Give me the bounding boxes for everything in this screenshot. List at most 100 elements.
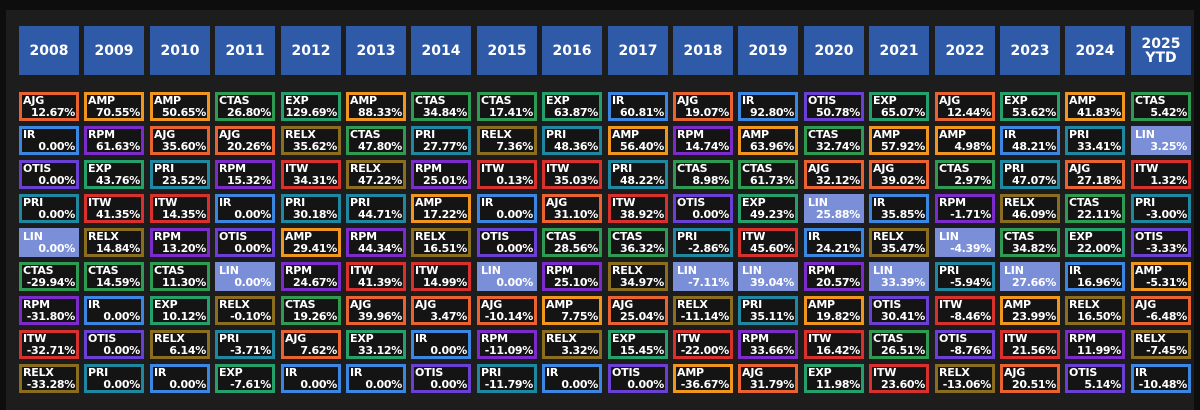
return-value: 30.18% [292,208,337,221]
ticker-label: PRI [1069,128,1090,141]
return-cell: PRI 33.41% [1065,126,1125,155]
return-cell: ITW 23.60% [869,364,929,393]
return-value: -0.10% [230,310,271,323]
return-cell: LIN 39.04% [738,262,798,291]
return-cell: CTAS 26.51% [869,330,929,359]
ticker-label: AJG [415,298,437,311]
return-value: -11.14% [680,310,730,323]
return-value: 0.00% [627,378,664,391]
return-value: 0.00% [234,276,271,289]
ticker-label: AJG [154,128,176,141]
return-value: -6.48% [1146,310,1187,323]
ticker-label: AMP [415,196,442,209]
ticker-label: EXP [612,332,636,345]
return-value: 63.96% [749,140,794,153]
return-value: 19.26% [292,310,337,323]
return-value: 27.66% [1011,276,1056,289]
ticker-label: RPM [350,230,377,243]
return-value: 2.97% [954,174,991,187]
ticker-label: AMP [1004,298,1031,311]
return-value: 15.45% [619,344,664,357]
ticker-label: RPM [546,264,573,277]
return-cell: IR 0.00% [281,364,341,393]
return-cell: CTAS 34.82% [1000,228,1060,257]
return-cell: AJG 12.44% [935,92,995,121]
year-header: 2022 [935,26,995,75]
return-value: 35.47% [880,242,925,255]
ticker-label: RPM [1069,332,1096,345]
ticker-label: OTIS [873,298,902,311]
return-value: 47.80% [357,140,402,153]
return-value: 35.62% [292,140,337,153]
ticker-label: PRI [481,366,502,379]
return-value: 20.57% [815,276,860,289]
return-cell: AJG 35.60% [150,126,210,155]
ticker-label: CTAS [23,264,54,277]
return-value: 35.60% [161,140,206,153]
return-value: 19.82% [815,310,860,323]
return-cell: OTIS 0.00% [608,364,668,393]
year-header: 2018 [673,26,733,75]
return-value: 31.10% [553,208,598,221]
ticker-label: CTAS [546,230,577,243]
return-cell: RPM -11.09% [477,330,537,359]
return-value: 0.00% [430,378,467,391]
return-value: 49.23% [749,208,794,221]
return-value: 27.77% [422,140,467,153]
ticker-label: RELX [415,230,446,243]
ticker-label: AMP [677,366,704,379]
ticker-label: OTIS [1135,230,1164,243]
return-cell: RPM 14.74% [673,126,733,155]
return-cell: AJG 31.10% [542,194,602,223]
return-cell: AJG 20.26% [215,126,275,155]
ticker-label: ITW [285,162,309,175]
return-cell: RELX 47.22% [346,160,406,189]
return-value: 39.04% [749,276,794,289]
return-cell: LIN 33.39% [869,262,929,291]
ticker-label: ITW [939,298,963,311]
return-cell: OTIS 30.41% [869,296,929,325]
return-value: 34.84% [422,106,467,119]
ticker-label: EXP [350,332,374,345]
ticker-label: LIN [1004,264,1024,277]
return-cell: LIN -7.11% [673,262,733,291]
return-value: 26.51% [880,344,925,357]
return-value: 57.92% [880,140,925,153]
ticker-label: AJG [481,298,503,311]
ticker-label: PRI [219,332,240,345]
ticker-label: IR [481,196,494,209]
return-value: 22.00% [1076,242,1121,255]
return-value: 43.76% [95,174,140,187]
return-value: 0.00% [692,208,729,221]
return-cell: CTAS 36.32% [608,228,668,257]
ticker-label: RPM [742,332,769,345]
return-value: 3.32% [561,344,598,357]
return-value: 5.14% [1084,378,1121,391]
return-cell: OTIS 0.00% [84,330,144,359]
ticker-label: PRI [612,162,633,175]
ticker-label: AJG [939,94,961,107]
return-cell: ITW 16.42% [804,330,864,359]
return-cell: ITW 21.56% [1000,330,1060,359]
return-value: 60.81% [619,106,664,119]
ticker-label: RPM [808,264,835,277]
ticker-label: IR [1069,264,1082,277]
return-cell: AMP 23.99% [1000,296,1060,325]
ticker-label: PRI [546,128,567,141]
return-cell: LIN 27.66% [1000,262,1060,291]
ticker-label: LIN [873,264,893,277]
return-cell: AMP 50.65% [150,92,210,121]
return-cell: IR 24.21% [804,228,864,257]
year-header: 2025 YTD [1131,26,1191,75]
return-cell: AJG 27.18% [1065,160,1125,189]
return-cell: OTIS -8.76% [935,330,995,359]
return-cell: RELX -11.14% [673,296,733,325]
return-value: 36.32% [619,242,664,255]
return-cell: PRI 35.11% [738,296,798,325]
ticker-label: IR [1135,366,1148,379]
ticker-label: IR [808,230,821,243]
return-value: 50.78% [815,106,860,119]
return-cell: CTAS 28.56% [542,228,602,257]
return-value: 16.42% [815,344,860,357]
return-value: 41.35% [95,208,140,221]
